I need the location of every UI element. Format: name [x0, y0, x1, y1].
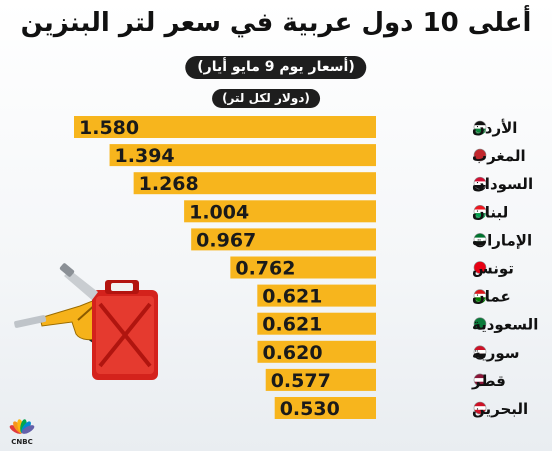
- bar-2: [133, 172, 376, 195]
- bar-4: [191, 228, 376, 251]
- bar-value-label: 0.762: [235, 258, 295, 280]
- bahrain-flag-icon: [473, 401, 487, 415]
- bar-value-label: 0.577: [271, 370, 331, 392]
- bar-7: [257, 312, 376, 335]
- country-label: السعودية: [472, 316, 538, 334]
- chart-title: أعلى 10 دول عربية في سعر لتر البنزين: [20, 8, 532, 38]
- country-label: سورية: [472, 344, 520, 362]
- bar-value-label: 0.621: [262, 314, 322, 336]
- lebanon-flag-icon: [473, 205, 487, 220]
- jordan-flag-icon: [473, 120, 487, 135]
- bar-0: [74, 116, 376, 138]
- bar-1: [109, 144, 377, 167]
- bar-3: [184, 200, 376, 223]
- bar-value-label: 0.621: [262, 286, 322, 308]
- bar-6: [257, 284, 376, 307]
- bar-value-label: 1.004: [189, 201, 249, 223]
- country-label: المغرب: [472, 147, 526, 165]
- fuel-can-illustration: [14, 263, 158, 380]
- morocco-flag-icon: [473, 148, 487, 162]
- country-label: البحرين: [472, 400, 528, 418]
- country-label: الإمارات: [472, 231, 532, 249]
- sudan-flag-icon: [473, 176, 487, 191]
- logo-petal: [21, 425, 35, 434]
- oman-flag-icon: [473, 289, 487, 304]
- bar-value-label: 0.967: [196, 229, 256, 251]
- cnbc-logo-text: CNBC: [11, 438, 33, 446]
- qatar-flag-icon: [473, 373, 487, 387]
- country-label: قطر: [471, 372, 506, 390]
- country-label: عمان: [472, 288, 511, 306]
- tunisia-flag-icon: [473, 261, 487, 274]
- bar-10: [274, 397, 376, 419]
- bar-value-label: 1.394: [115, 145, 175, 167]
- country-label: الأردن: [472, 119, 517, 137]
- bar-8: [257, 340, 376, 363]
- bar-value-label: 0.530: [280, 398, 340, 420]
- saudi-flag-icon: [473, 317, 487, 331]
- bar-value-label: 0.620: [262, 342, 322, 364]
- bar-value-label: 1.268: [139, 173, 199, 195]
- bar-value-label: 1.580: [79, 117, 139, 139]
- country-label: لبنان: [472, 203, 508, 221]
- date-subtitle: (أسعار يوم 9 مايو أيار): [185, 56, 367, 79]
- country-label: السودان: [472, 175, 533, 193]
- bar-5: [230, 256, 376, 279]
- bar-9: [265, 368, 376, 391]
- country-label: تونس: [472, 260, 514, 278]
- uae-flag-icon: [473, 233, 487, 248]
- unit-label: (دولار لكل لتر): [212, 89, 320, 108]
- cnbc-peacock-logo: [9, 419, 35, 434]
- syria-flag-icon: [473, 345, 487, 360]
